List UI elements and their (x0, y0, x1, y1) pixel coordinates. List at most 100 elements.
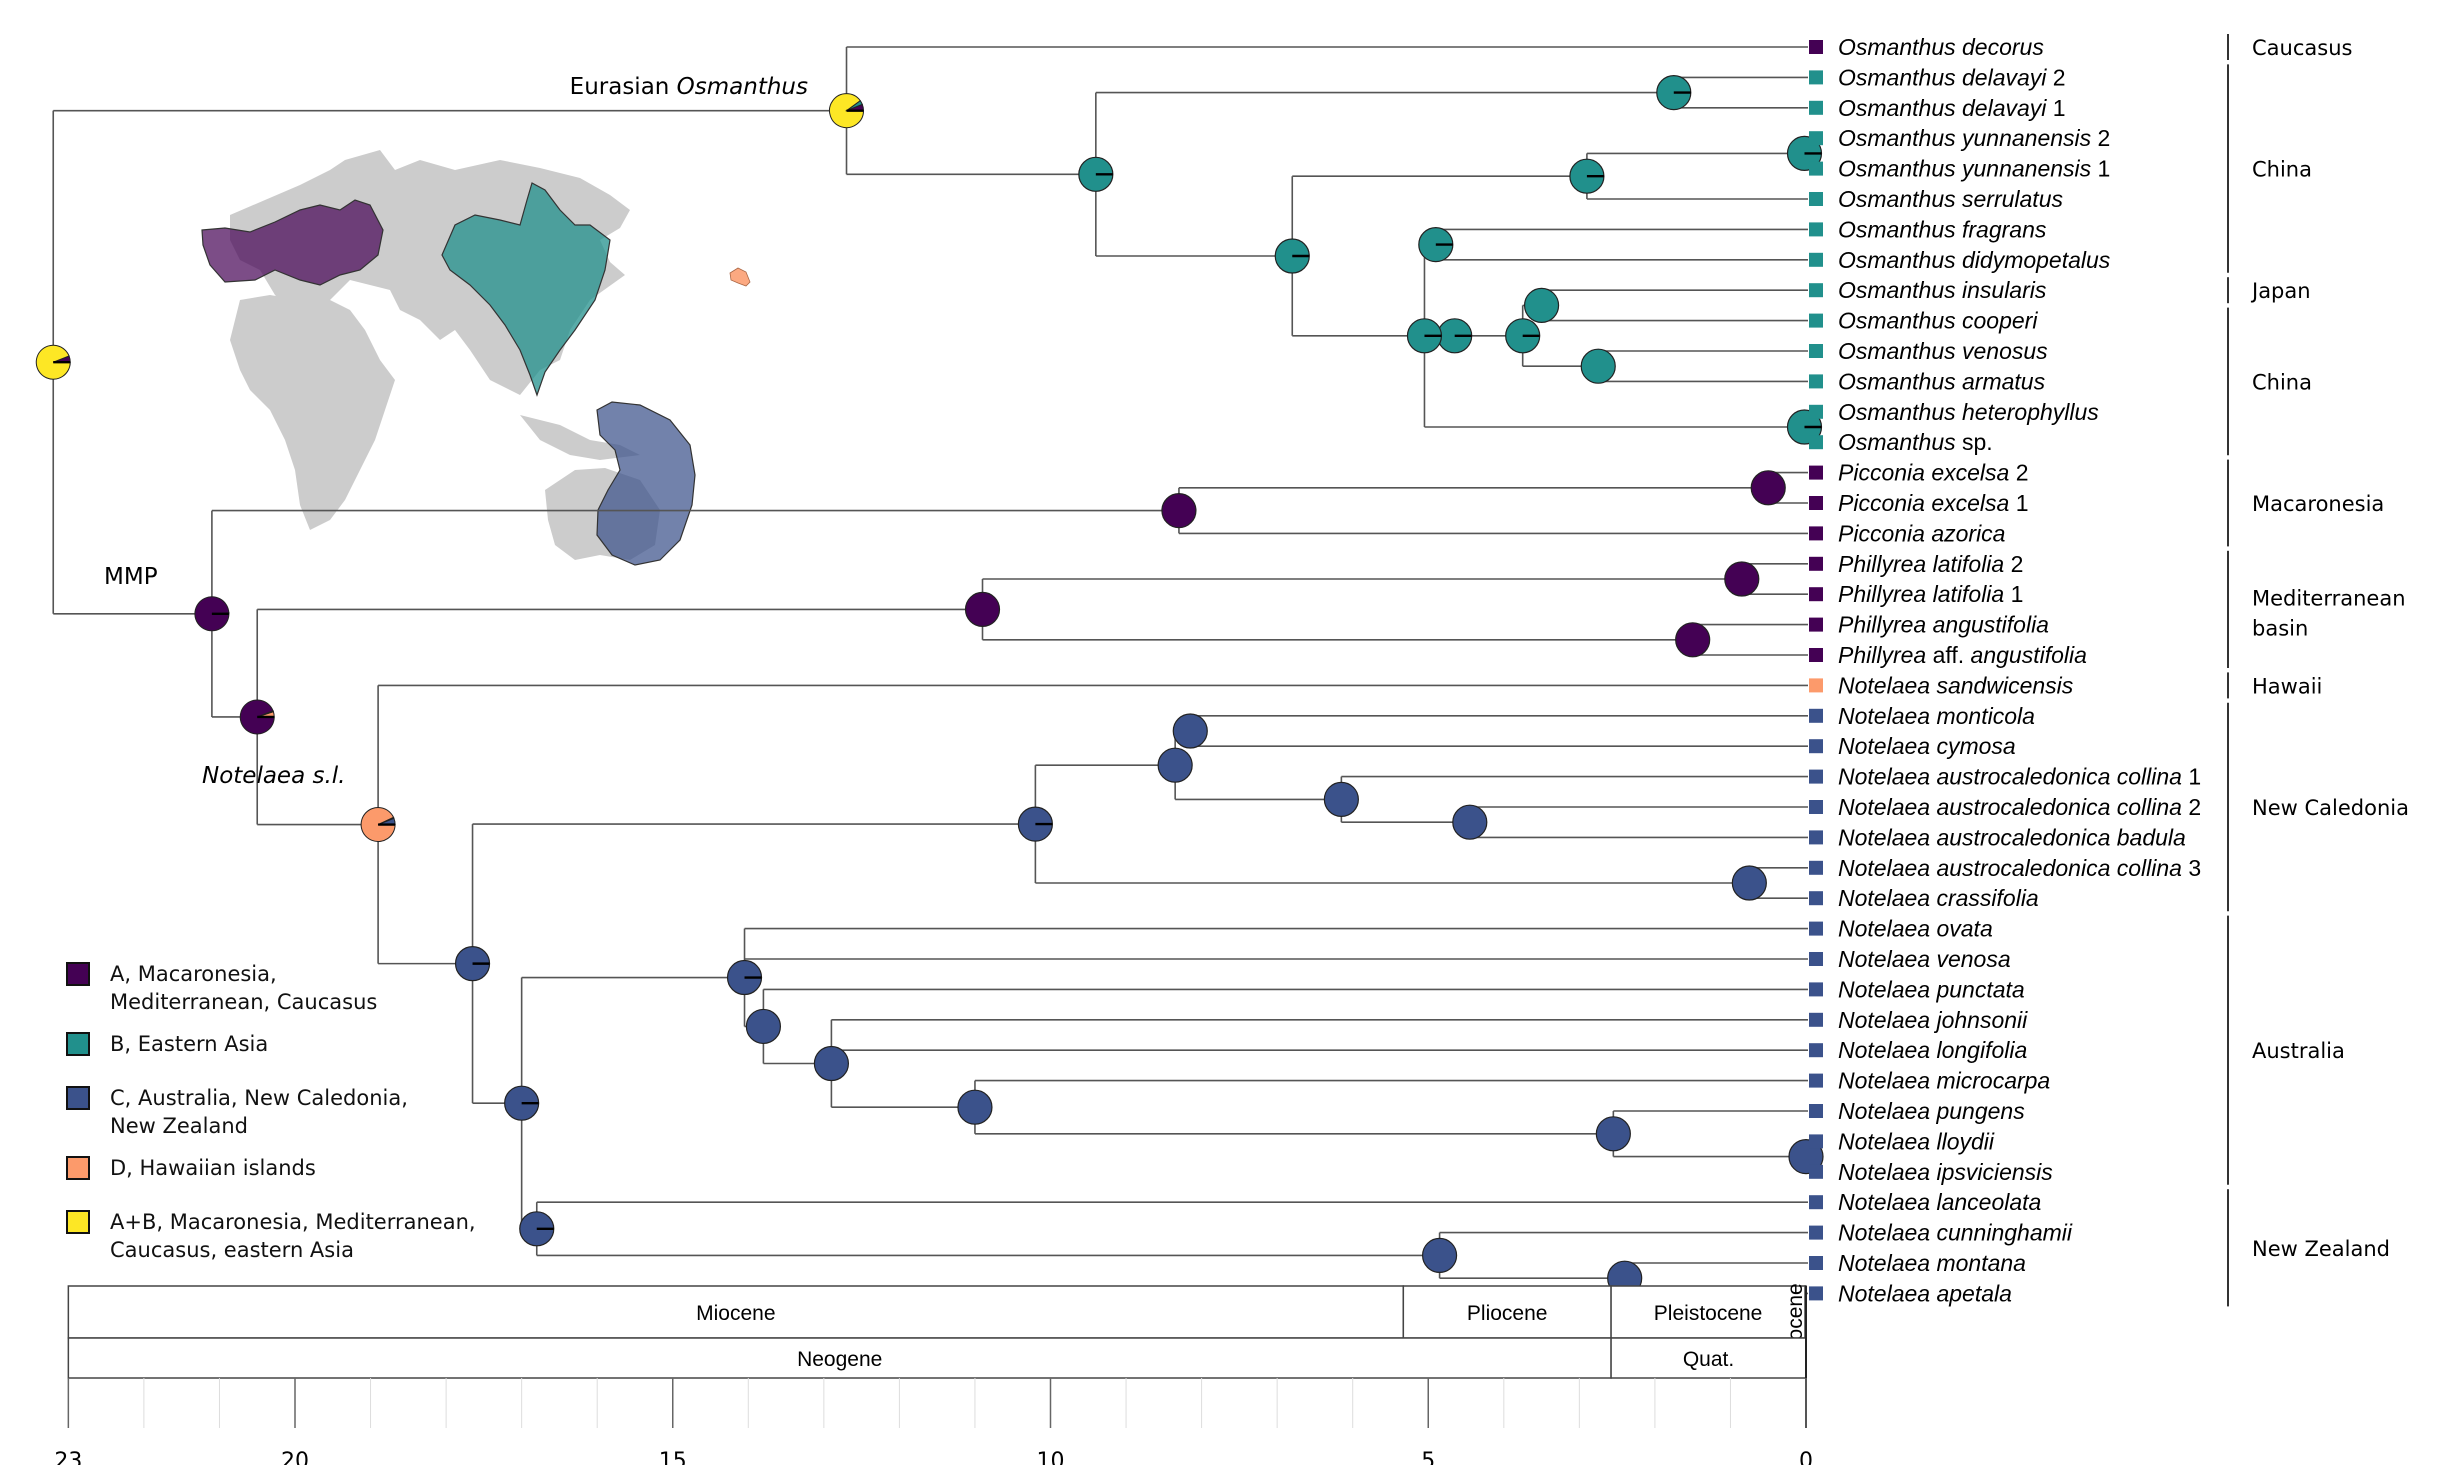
tip-label: Notelaea johnsonii (1838, 1007, 2028, 1033)
pie-slice (1323, 781, 1359, 818)
ancestral-range-pie (1724, 561, 1760, 597)
axis-tick-label: 20 (281, 1449, 309, 1465)
tip-area-marker (1809, 952, 1823, 966)
tip-label: Notelaea microcarpa (1838, 1068, 2050, 1094)
tip-label: Notelaea ovata (1838, 916, 1993, 942)
tip-label: Notelaea sandwicensis (1838, 672, 2074, 698)
tip-label: Notelaea venosa (1838, 946, 2011, 972)
tip-label: Osmanthus yunnanensis 2 (1838, 125, 2110, 151)
ancestral-range-pie (1750, 470, 1786, 506)
ancestral-range-pie (360, 807, 396, 843)
tip-label: Notelaea ipsviciensis (1838, 1159, 2053, 1185)
tip-label: Osmanthus armatus (1838, 368, 2046, 394)
tip-label: Osmanthus delavayi 2 (1838, 64, 2066, 90)
ancestral-range-pie (35, 344, 71, 380)
tip-label: Notelaea austrocaledonica collina 1 (1838, 764, 2201, 790)
ancestral-range-pie (1078, 156, 1114, 192)
tip-label: Notelaea austrocaledonica badula (1838, 824, 2186, 850)
pie-slice (1731, 865, 1767, 901)
tip-label: Phillyrea aff. angustifolia (1838, 642, 2087, 668)
region-label: Hawaii (2252, 674, 2322, 698)
ancestral-range-pie (1523, 287, 1560, 323)
tip-area-marker (1809, 860, 1823, 875)
tip-area-marker (1809, 526, 1823, 541)
region-label: Macaronesia (2252, 492, 2384, 516)
ancestral-range-pie (1580, 348, 1616, 384)
tip-area-marker (1809, 648, 1823, 662)
tip-area-marker (1809, 70, 1823, 85)
tip-label: Notelaea lloydii (1838, 1128, 1995, 1154)
ancestral-range-pie (829, 93, 865, 129)
tip-area-marker (1809, 192, 1823, 206)
ancestral-range-pie (1569, 158, 1605, 194)
tip-label: Osmanthus yunnanensis 1 (1838, 156, 2110, 182)
pie-slice (745, 1008, 782, 1045)
tip-label: Notelaea cymosa (1838, 733, 2016, 759)
tip-label: Notelaea longifolia (1838, 1037, 2027, 1063)
tip-area-marker (1809, 1286, 1823, 1301)
tip-label: Picconia excelsa 2 (1838, 460, 2029, 486)
legend-label: New Zealand (110, 1114, 248, 1138)
ancestral-range-pie (1406, 318, 1443, 354)
geologic-timescale: Miocene Pliocene Pleistocene HoloceneNeogen… (54, 1283, 1813, 1465)
map-range-b (441, 182, 611, 397)
ancestral-range-pie (1656, 74, 1692, 111)
legend-label: C, Australia, New Caledonia, (110, 1086, 408, 1110)
epoch-box (1610, 1285, 1806, 1339)
pie-slice (964, 591, 1001, 628)
ancestral-range-pie (964, 591, 1001, 628)
pie-slice (1595, 1116, 1631, 1152)
epoch-label: Miocene (696, 1302, 775, 1325)
region-label: Australia (2252, 1039, 2345, 1063)
region-label: China (2252, 158, 2312, 182)
tip-label: Osmanthus cooperi (1838, 308, 2038, 334)
period-label: Quat. (1683, 1348, 1734, 1371)
legend-label: Mediterranean, Caucasus (110, 990, 378, 1014)
region-label: Japan (2250, 279, 2311, 303)
ancestral-range-pie (1323, 781, 1359, 818)
region-brackets: Caucasus China Japan China Macaronesia Medite… (2227, 34, 2409, 1307)
legend-item-b: B, Eastern Asia (66, 1030, 586, 1058)
legend-label: D, Hawaiian islands (110, 1156, 316, 1180)
legend-swatch (66, 1156, 90, 1180)
region-label: New Caledonia (2252, 796, 2409, 820)
tip-area-marker (1809, 1164, 1823, 1179)
ancestral-range-pie (454, 946, 491, 982)
tip-area-marker (1809, 556, 1823, 571)
tip-label: Osmanthus delavayi 1 (1838, 95, 2066, 121)
clade-label-eurasian-osmanthus: Eurasian Osmanthus (570, 74, 808, 100)
ancestral-range-pie (1161, 493, 1197, 529)
legend-swatch (66, 1032, 90, 1056)
tip-area-marker (1809, 891, 1823, 906)
tip-area-marker (1809, 617, 1823, 632)
pie-slice (1421, 1237, 1458, 1274)
pie-slice (1523, 287, 1560, 323)
tip-label: Notelaea montana (1838, 1250, 2026, 1276)
tip-area-marker (1809, 222, 1823, 237)
axis-tick-label: 0 (1799, 1449, 1813, 1465)
region-label: basin (2252, 616, 2308, 640)
legend-label: Caucasus, eastern Asia (110, 1238, 354, 1262)
period-box (67, 1337, 1612, 1379)
tip-label: Notelaea crassifolia (1838, 885, 2039, 911)
tip-label: Osmanthus fragrans (1838, 216, 2047, 242)
tip-label: Picconia azorica (1838, 520, 2005, 546)
ancestral-range-pie (519, 1211, 555, 1247)
ancestral-range-pie (1017, 806, 1053, 842)
tip-area-marker (1809, 1195, 1823, 1210)
ancestral-range-pie (1421, 1237, 1458, 1274)
tip-area-marker (1809, 252, 1823, 267)
tip-area-marker (1809, 830, 1823, 845)
pie-slice (1580, 348, 1616, 384)
legend: A, Macaronesia, Mediterranean, Caucasus B,… (66, 960, 586, 1278)
tip-label: Notelaea apetala (1838, 1280, 2012, 1306)
tip-label: Notelaea lanceolata (1838, 1189, 2041, 1215)
map-range-d (729, 267, 751, 287)
tip-label: Osmanthus venosus (1838, 338, 2048, 364)
region-label: China (2252, 370, 2312, 394)
legend-swatch (66, 1086, 90, 1110)
region-label: New Zealand (2252, 1237, 2390, 1261)
epoch-label: Pleistocene (1654, 1302, 1763, 1325)
epoch-label: Pliocene (1467, 1302, 1548, 1325)
pie-slice (1157, 747, 1193, 783)
